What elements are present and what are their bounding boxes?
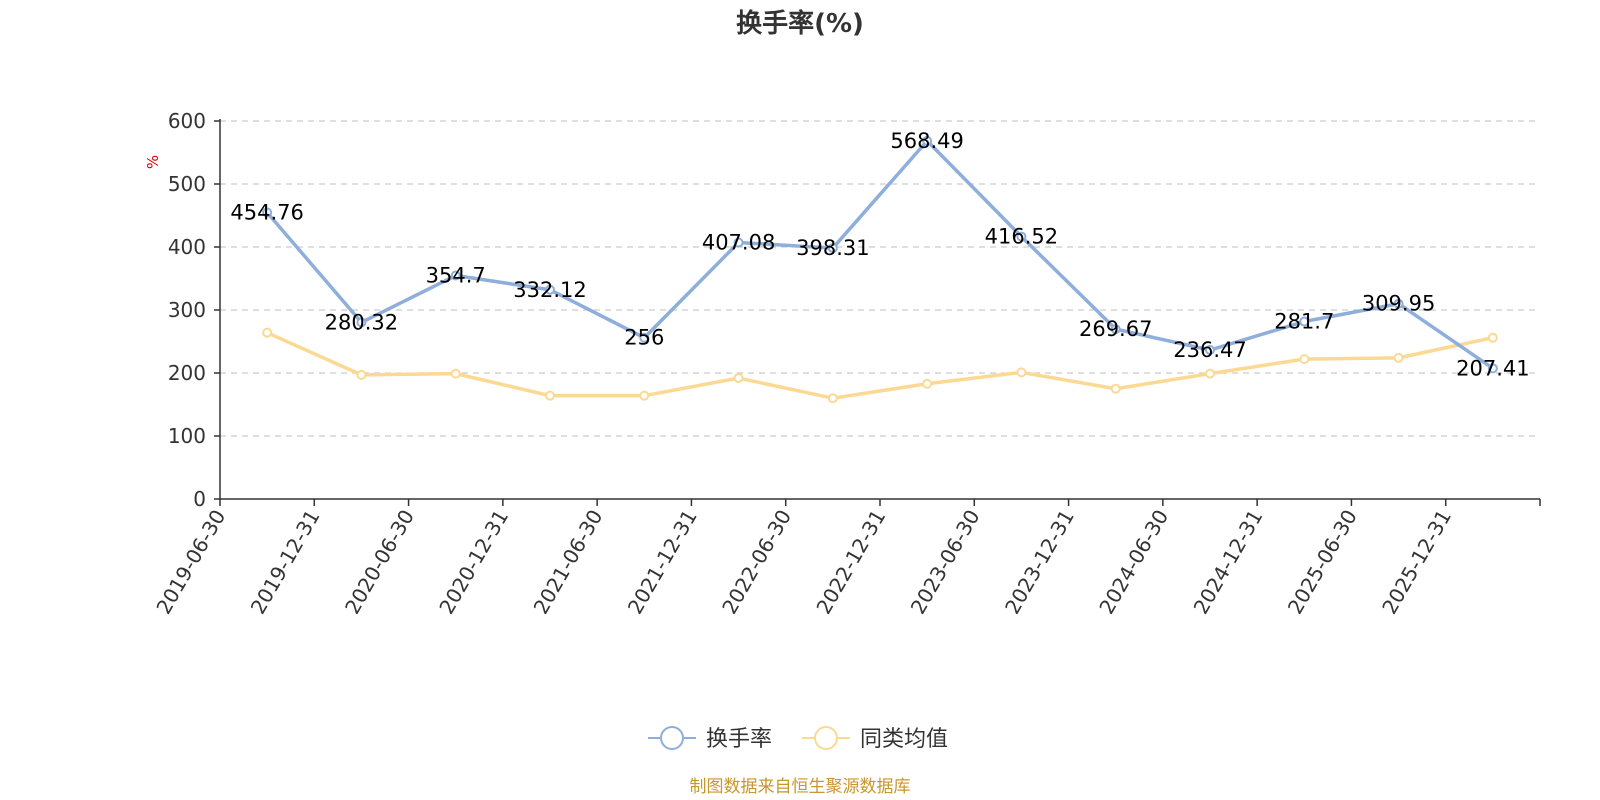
data-point: [262, 327, 273, 338]
data-point: [1487, 363, 1498, 374]
y-tick-label: 0: [193, 487, 206, 511]
data-point: [356, 317, 367, 328]
data-point: [922, 135, 933, 146]
data-label: 309.95: [1362, 292, 1435, 316]
data-point: [1110, 383, 1121, 394]
data-point: [639, 390, 650, 401]
data-point: [545, 390, 555, 401]
data-point: [1299, 354, 1310, 365]
x-tick-label: 2020-12-31: [434, 506, 513, 619]
x-tick-label: 2025-06-30: [1283, 506, 1362, 619]
y-tick-label: 400: [168, 235, 206, 259]
data-point: [1299, 316, 1310, 327]
x-tick-label: 2019-12-31: [246, 506, 325, 619]
data-label: 207.41: [1456, 356, 1529, 380]
y-tick-label: 100: [168, 424, 206, 448]
x-tick-label: 2021-06-30: [529, 506, 608, 619]
data-point: [1110, 324, 1121, 335]
data-point: [450, 270, 461, 281]
data-label: 280.32: [325, 310, 398, 334]
series-line: [266, 331, 1494, 400]
data-label: 416.52: [985, 225, 1058, 249]
chart-title: 换手率(%): [736, 8, 864, 39]
legend-marker: [814, 726, 838, 750]
y-tick-label: 500: [168, 172, 206, 196]
data-label: 269.67: [1079, 317, 1152, 341]
data-point: [1205, 368, 1215, 379]
data-label: 236.47: [1173, 338, 1246, 362]
data-label: 407.08: [702, 231, 775, 255]
data-point: [733, 373, 744, 384]
legend: 换手率 同类均值: [648, 726, 948, 752]
data-point: [262, 207, 273, 218]
legend-label: 换手率: [706, 727, 772, 752]
data-point: [733, 237, 744, 248]
data-labels: 454.76 280.32 354.7 332.12 256 407.08 398.31 56…: [230, 129, 1529, 380]
data-point: [545, 284, 555, 295]
data-point: [922, 378, 933, 389]
x-tick-label: 2023-12-31: [1000, 506, 1079, 619]
data-point: [1205, 345, 1215, 356]
x-tick-label: 2019-06-30: [151, 506, 230, 619]
grid-lines: [220, 120, 1540, 437]
data-point: [450, 368, 461, 379]
x-tick-label: 2021-12-31: [623, 506, 702, 619]
x-tick-label: 2022-06-30: [717, 506, 796, 619]
data-label: 256: [624, 326, 664, 350]
x-tick-label: 2022-12-31: [811, 506, 890, 619]
x-tick-label: 2025-12-31: [1377, 506, 1456, 619]
x-tick-label: 2024-12-31: [1189, 506, 1268, 619]
data-point: [1016, 231, 1027, 242]
series-lines: [262, 135, 1498, 404]
data-label: 398.31: [796, 236, 869, 260]
data-point: [827, 243, 838, 254]
data-label: 354.7: [426, 264, 486, 288]
data-label: 281.7: [1274, 310, 1334, 334]
data-point: [356, 369, 367, 380]
data-point: [827, 393, 838, 404]
source-note: 制图数据来自恒生聚源数据库: [690, 777, 911, 797]
y-axis-unit: %: [144, 155, 162, 169]
data-label: 454.76: [230, 201, 303, 225]
y-tick-label: 300: [168, 298, 206, 322]
legend-label: 同类均值: [860, 727, 948, 752]
series-line: [265, 139, 1494, 370]
x-tick-label: 2020-06-30: [340, 506, 419, 619]
data-point: [639, 332, 650, 343]
data-label: 568.49: [890, 129, 963, 153]
y-tick-label: 600: [168, 109, 206, 133]
legend-marker: [660, 726, 684, 750]
data-label: 332.12: [513, 278, 586, 302]
data-point: [1487, 332, 1498, 343]
data-point: [1393, 352, 1404, 363]
y-tick-label: 200: [168, 361, 206, 385]
data-point: [1393, 298, 1404, 309]
x-tick-label: 2023-06-30: [906, 506, 985, 619]
data-point: [1016, 367, 1027, 378]
x-tick-label: 2024-06-30: [1094, 506, 1173, 619]
